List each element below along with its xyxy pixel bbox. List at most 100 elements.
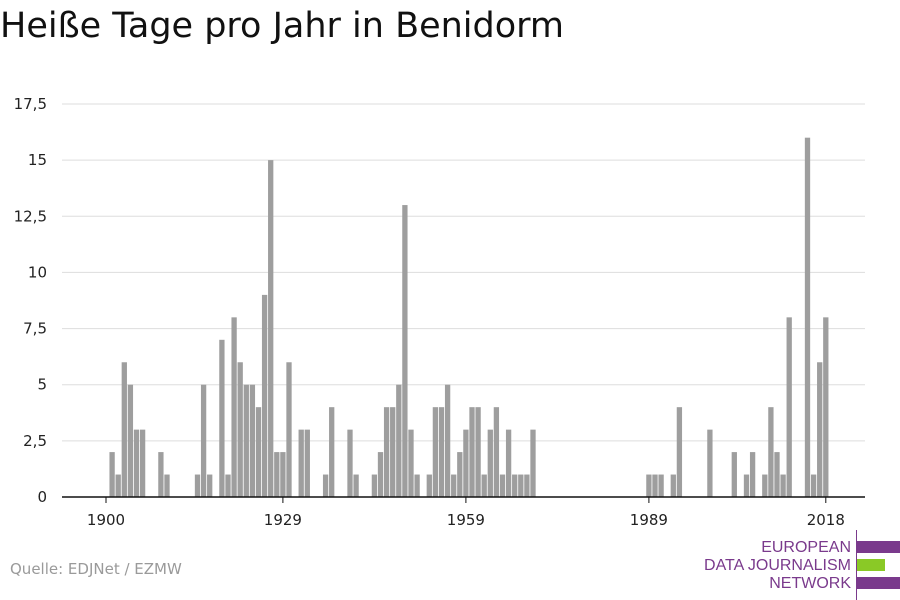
bar-1969 (524, 474, 530, 497)
bar-1920 (225, 474, 231, 497)
bar-1910 (164, 474, 170, 497)
bar-1944 (371, 474, 378, 497)
bar-2009 (768, 407, 774, 497)
bar-1990 (652, 474, 658, 497)
x-tick-label: 1900 (87, 511, 125, 529)
bar-1903 (121, 362, 127, 497)
bar-1970 (530, 429, 536, 497)
logo-bar-bottom (857, 577, 900, 589)
y-tick-label: 15 (28, 151, 47, 169)
y-tick-label: 17,5 (14, 95, 47, 113)
bar-1960 (469, 407, 475, 497)
bar-2010 (774, 452, 780, 497)
x-tick-label: 1959 (447, 511, 485, 529)
bar-1926 (261, 294, 268, 497)
bar-1955 (438, 407, 445, 497)
bar-1924 (249, 384, 256, 497)
y-tick-label: 2,5 (23, 432, 47, 450)
bar-1953 (426, 474, 432, 497)
bar-1959 (463, 429, 469, 497)
bars (109, 137, 829, 497)
bar-1929 (280, 452, 286, 497)
bar-1954 (432, 407, 439, 497)
x-axis-labels: 1900 1929 1959 1989 2018 (87, 511, 845, 529)
logo-divider (856, 530, 857, 600)
bar-1989 (646, 474, 652, 497)
bar-1948 (396, 384, 402, 497)
bar-1941 (353, 474, 359, 497)
bar-1923 (243, 384, 249, 497)
bar-1966 (505, 429, 512, 497)
bar-1919 (219, 339, 225, 497)
bar-1901 (109, 452, 115, 497)
bar-1940 (347, 429, 353, 497)
logo-line-network: NETWORK (769, 575, 851, 592)
bar-1922 (237, 362, 243, 497)
x-tick-label: 1989 (630, 511, 668, 529)
x-tick-label: 1929 (264, 511, 302, 529)
bar-1965 (499, 474, 506, 497)
bar-1904 (127, 384, 134, 497)
logo-line-european: EUROPEAN (761, 539, 851, 556)
bar-2017 (817, 362, 823, 497)
bar-2011 (780, 474, 786, 497)
logo-bar-middle (857, 559, 885, 571)
bar-1999 (707, 429, 713, 497)
bar-1937 (329, 407, 335, 497)
logo-bar-top (857, 541, 900, 553)
bar-1993 (670, 474, 676, 497)
bar-1933 (304, 429, 310, 497)
bar-1917 (207, 474, 213, 497)
edjnet-logo: EUROPEAN DATA JOURNALISM NETWORK (700, 530, 900, 600)
bar-2008 (762, 474, 768, 497)
bar-1930 (286, 362, 292, 497)
bar-1906 (139, 429, 146, 497)
source-note: Quelle: EDJNet / EZMW (10, 560, 182, 578)
bar-1950 (408, 429, 414, 497)
x-axis (62, 496, 865, 503)
bar-1902 (115, 474, 121, 497)
bar-2016 (810, 474, 817, 497)
bar-1916 (200, 384, 207, 497)
bar-1964 (493, 407, 500, 497)
bar-2006 (749, 452, 756, 497)
bar-1949 (402, 205, 408, 497)
bar-1958 (457, 452, 463, 497)
bar-2012 (786, 317, 792, 497)
bar-1991 (658, 474, 664, 497)
bar-1945 (377, 452, 384, 497)
bar-1968 (518, 474, 524, 497)
bar-1927 (268, 160, 274, 497)
bar-1921 (231, 317, 237, 497)
bar-2005 (743, 474, 750, 497)
y-tick-label: 7,5 (23, 320, 47, 338)
y-tick-label: 10 (28, 263, 47, 281)
y-tick-label: 5 (37, 376, 47, 394)
bar-1961 (475, 407, 481, 497)
y-axis-labels: 0 2,5 5 7,5 10 12,5 15 17,5 (14, 95, 47, 506)
bar-1928 (274, 452, 280, 497)
bar-1905 (133, 429, 140, 497)
y-tick-label: 0 (37, 488, 47, 506)
bar-1967 (512, 474, 518, 497)
bar-1947 (390, 407, 396, 497)
bar-2003 (731, 452, 737, 497)
bar-1936 (322, 474, 329, 497)
bar-2018 (823, 317, 829, 497)
bar-2015 (804, 137, 811, 497)
bar-1946 (383, 407, 390, 497)
y-tick-label: 12,5 (14, 207, 47, 225)
bar-1909 (158, 452, 164, 497)
bar-1962 (481, 474, 487, 497)
logo-line-data-journalism: DATA JOURNALISM (704, 557, 851, 574)
bar-1956 (444, 384, 451, 497)
grid-lines (62, 103, 865, 442)
bar-chart: 0 2,5 5 7,5 10 12,5 15 17,5 1900 1929 1959 1989 201… (14, 95, 865, 529)
x-tick-label: 2018 (807, 511, 845, 529)
bar-1932 (298, 429, 304, 497)
bar-1963 (487, 429, 493, 497)
chart-title: Heiße Tage pro Jahr in Benidorm (0, 6, 565, 46)
bar-1994 (676, 407, 683, 497)
bar-1951 (414, 474, 420, 497)
bar-1925 (255, 407, 262, 497)
